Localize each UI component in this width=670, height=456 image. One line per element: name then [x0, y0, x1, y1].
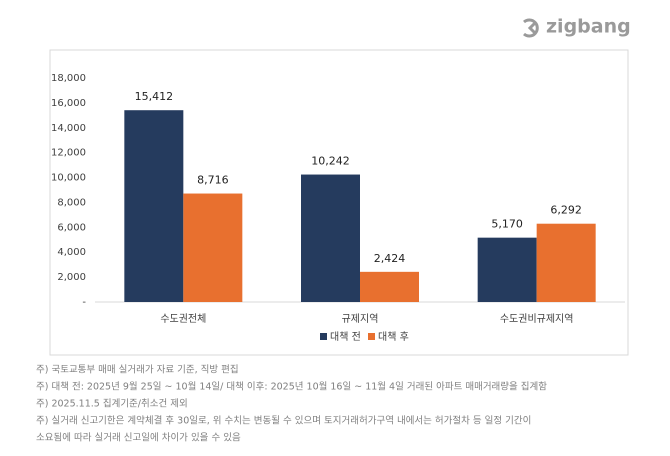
y-tick-label: 14,000 — [51, 123, 86, 134]
bar — [301, 174, 360, 302]
bar — [183, 193, 243, 302]
bar — [360, 271, 419, 302]
value-label: 8,716 — [197, 174, 229, 187]
legend-label: 대책 전 — [330, 331, 361, 343]
y-tick-label: 10,000 — [51, 173, 86, 184]
legend-swatch — [320, 333, 327, 340]
legend-label: 대책 후 — [378, 331, 409, 343]
bar — [536, 223, 596, 302]
value-label: 6,292 — [550, 204, 582, 217]
y-tick-label: 16,000 — [51, 98, 86, 109]
x-tick-label: 규제지역 — [342, 313, 379, 325]
footnote: 주) 실거래 신고기한은 계약체결 후 30일로, 위 수치는 변동될 수 있으… — [36, 415, 531, 427]
bar — [124, 110, 184, 302]
y-tick-label: 4,000 — [57, 247, 86, 258]
footnote: 주) 국토교통부 매매 실거래가 자료 기준, 직방 편집 — [36, 364, 239, 376]
y-tick-label: - — [82, 297, 86, 308]
logo-text: zigbang — [546, 16, 631, 38]
chart-frame — [49, 49, 629, 356]
y-tick-label: 6,000 — [57, 222, 86, 233]
x-tick-label: 수도권비규제지역 — [500, 313, 574, 325]
footnote: 주) 2025.11.5 집계기준/취소건 제외 — [36, 398, 188, 410]
y-tick-label: 2,000 — [57, 272, 86, 283]
value-label: 15,412 — [135, 90, 174, 103]
value-label: 2,424 — [374, 252, 406, 265]
y-tick-label: 12,000 — [51, 148, 86, 159]
footnote: 소요됨에 따라 실거래 신고일에 차이가 있을 수 있음 — [36, 432, 241, 444]
logo: zigbang — [523, 16, 631, 38]
x-tick-label: 수도권전체 — [160, 313, 206, 325]
value-label: 10,242 — [311, 155, 350, 168]
y-tick-label: 8,000 — [57, 197, 86, 208]
y-tick-label: 18,000 — [51, 73, 86, 84]
logo-icon — [523, 18, 539, 38]
value-label: 5,170 — [491, 218, 523, 231]
bar — [477, 237, 537, 302]
footnote: 주) 대책 전: 2025년 9월 25일 ~ 10월 14일/ 대책 이후: … — [36, 381, 547, 393]
legend-swatch — [368, 333, 375, 340]
